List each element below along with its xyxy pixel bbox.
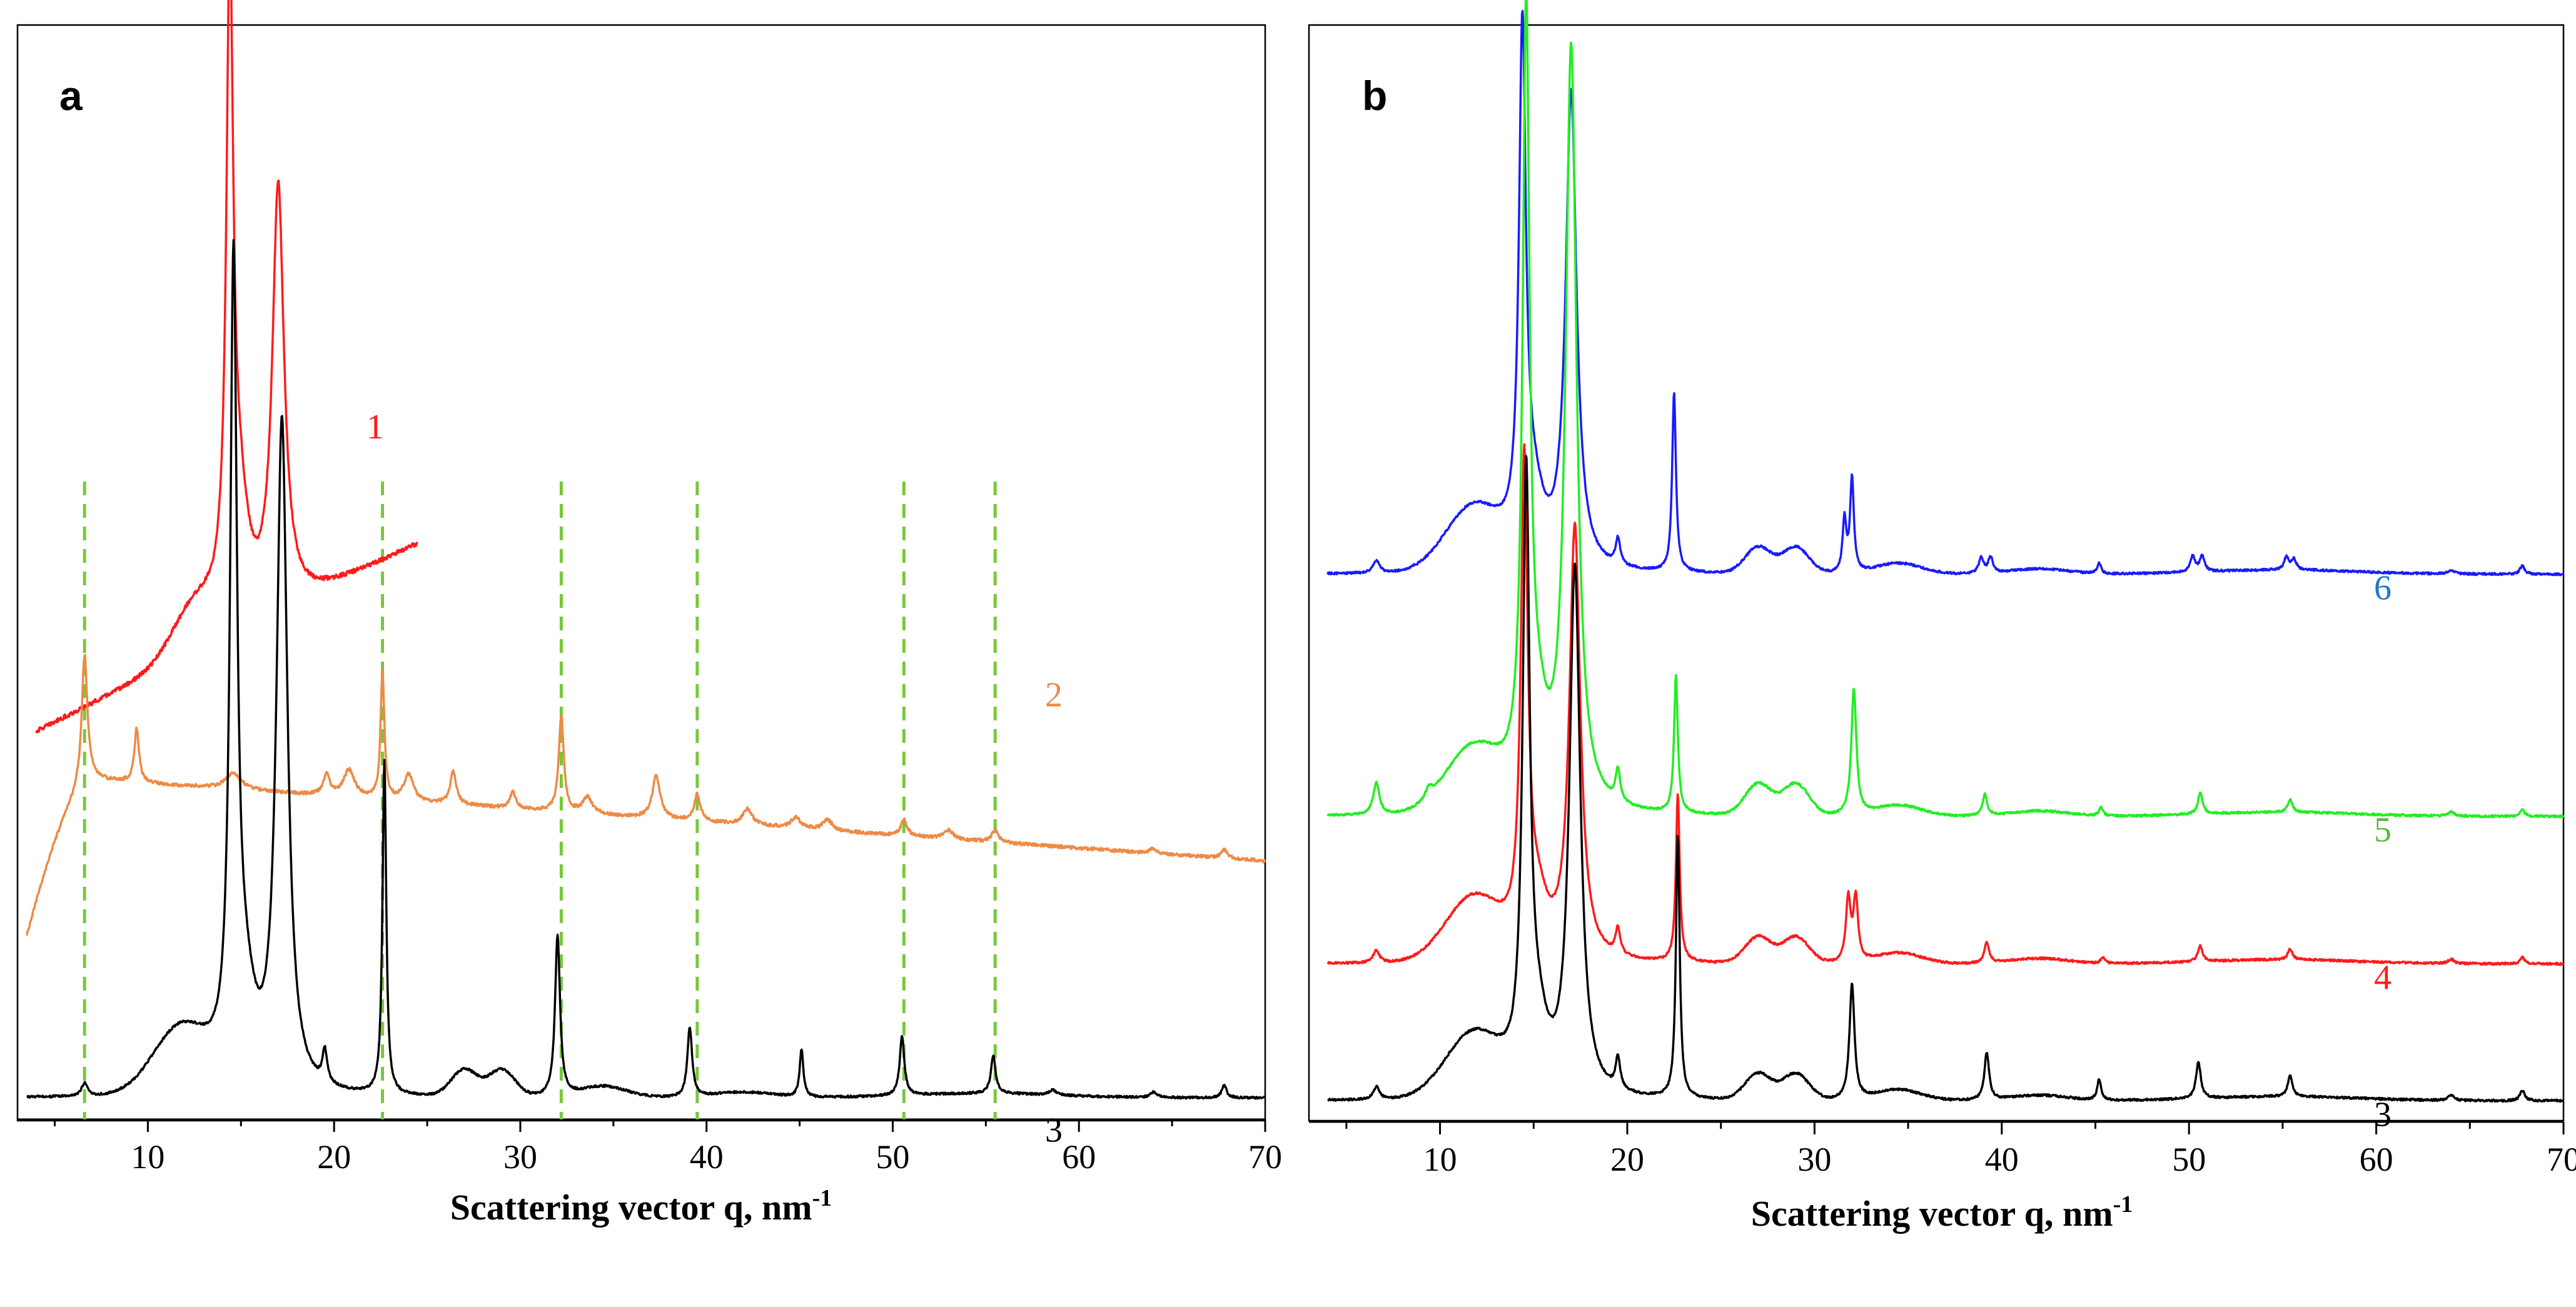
panel-a-series-1-line bbox=[35, 0, 418, 734]
panel-a-series-3-line bbox=[26, 239, 1266, 1100]
panel-a-x-tick-label: 10 bbox=[131, 1138, 164, 1176]
panel-b-x-tick-label: 70 bbox=[2547, 1141, 2576, 1178]
panel-a-x-tick-label: 50 bbox=[876, 1138, 909, 1176]
panel-a-ticks: 10 20 30 40 50 60 70 bbox=[54, 1119, 1282, 1176]
panel-a-x-tick-label: 20 bbox=[317, 1138, 351, 1176]
panel-b-x-tick-label: 20 bbox=[1610, 1141, 1644, 1178]
panel-a-x-tick-label: 60 bbox=[1062, 1138, 1096, 1176]
panel-a-frame bbox=[16, 24, 1266, 1122]
panel-a-x-axis-title: Scattering vector q, nm-1 bbox=[450, 1185, 832, 1228]
panel-a-series-3-label: 3 bbox=[1045, 1111, 1063, 1150]
panel-b-letter: b bbox=[1362, 73, 1387, 119]
panel-a-x-tick-label: 40 bbox=[690, 1138, 724, 1176]
panel-b-x-tick-label: 10 bbox=[1423, 1141, 1457, 1178]
panel-b-x-tick-label: 40 bbox=[1985, 1141, 2019, 1178]
panel-b-x-tick-label: 30 bbox=[1797, 1141, 1831, 1178]
panel-b-series-5-line bbox=[1326, 0, 2565, 819]
panel-b-series-4-label: 4 bbox=[2374, 958, 2392, 997]
panel-b-series-6-label: 6 bbox=[2374, 568, 2392, 607]
panel-a-x-tick-label: 70 bbox=[1248, 1138, 1282, 1176]
panel-b-x-tick-label: 50 bbox=[2172, 1141, 2206, 1178]
panel-b-series-5-label: 5 bbox=[2374, 811, 2392, 850]
panel-a-series-1-label: 1 bbox=[366, 408, 384, 447]
panel-b-series-4-line bbox=[1326, 443, 2565, 966]
panel-a-series-2-line bbox=[26, 654, 1266, 936]
panel-a-series-2-label: 2 bbox=[1045, 676, 1063, 715]
panel-a: a 1 2 3 10 20 30 40 50 60 70 Scattering vector q… bbox=[16, 0, 1282, 1228]
panel-a-x-tick-label: 30 bbox=[503, 1138, 537, 1176]
panel-b-series-3-line bbox=[1327, 455, 2564, 1103]
panel-a-letter: a bbox=[59, 73, 83, 119]
panel-b-x-axis-title: Scattering vector q, nm-1 bbox=[1751, 1191, 2133, 1234]
panel-b-x-tick-label: 60 bbox=[2360, 1141, 2393, 1178]
panel-b-series-6-line bbox=[1326, 9, 2565, 577]
panel-b-ticks: 10 20 30 40 50 60 70 bbox=[1345, 1122, 2576, 1178]
panel-b-frame bbox=[1308, 24, 2565, 1122]
panel-a-reference-lines bbox=[83, 482, 997, 1119]
panel-a-series-group: 1 2 3 bbox=[26, 0, 1266, 1150]
